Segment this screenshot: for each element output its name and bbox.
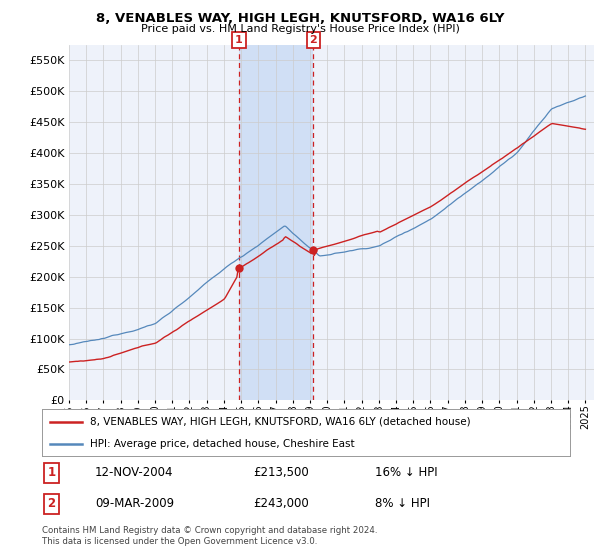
Text: 09-MAR-2009: 09-MAR-2009 — [95, 497, 174, 510]
Bar — [239, 45, 313, 400]
Text: 12-NOV-2004: 12-NOV-2004 — [95, 466, 173, 479]
Text: 1: 1 — [235, 35, 243, 45]
Text: 16% ↓ HPI: 16% ↓ HPI — [374, 466, 437, 479]
Text: HPI: Average price, detached house, Cheshire East: HPI: Average price, detached house, Ches… — [89, 438, 354, 449]
Text: £243,000: £243,000 — [253, 497, 309, 510]
Text: 2: 2 — [310, 35, 317, 45]
Text: 8% ↓ HPI: 8% ↓ HPI — [374, 497, 430, 510]
Text: 2: 2 — [47, 497, 56, 510]
Text: 1: 1 — [47, 466, 56, 479]
Text: Price paid vs. HM Land Registry's House Price Index (HPI): Price paid vs. HM Land Registry's House … — [140, 24, 460, 34]
Text: 8, VENABLES WAY, HIGH LEGH, KNUTSFORD, WA16 6LY (detached house): 8, VENABLES WAY, HIGH LEGH, KNUTSFORD, W… — [89, 417, 470, 427]
Text: £213,500: £213,500 — [253, 466, 309, 479]
Text: 8, VENABLES WAY, HIGH LEGH, KNUTSFORD, WA16 6LY: 8, VENABLES WAY, HIGH LEGH, KNUTSFORD, W… — [96, 12, 504, 25]
Text: Contains HM Land Registry data © Crown copyright and database right 2024.
This d: Contains HM Land Registry data © Crown c… — [42, 526, 377, 546]
